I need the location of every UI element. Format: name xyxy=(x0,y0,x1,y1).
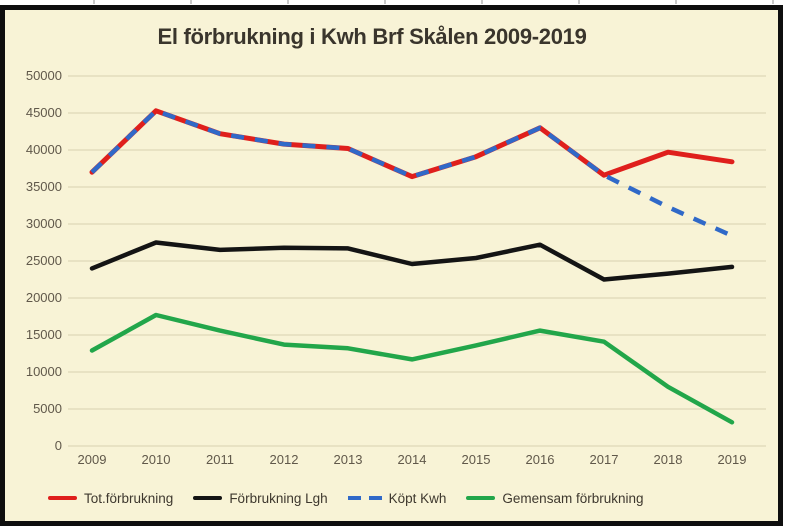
legend-item-f-rbrukning-lgh: Förbrukning Lgh xyxy=(193,490,328,506)
legend-swatch-f-rbrukning-lgh xyxy=(193,496,223,500)
spreadsheet-column-divider xyxy=(675,0,677,4)
y-axis-label: 15000 xyxy=(25,327,62,342)
legend-label: Förbrukning Lgh xyxy=(229,490,328,506)
legend: Tot.förbrukning Förbrukning Lgh Köpt Kwh Ge… xyxy=(48,488,644,508)
legend-label: Köpt Kwh xyxy=(388,490,447,506)
chart-frame xyxy=(0,5,783,526)
x-axis-label: 2015 xyxy=(461,452,491,467)
x-axis-label: 2014 xyxy=(397,452,427,467)
y-axis-label: 10000 xyxy=(25,364,62,379)
legend-label: Tot.förbrukning xyxy=(84,490,174,506)
x-axis-label: 2012 xyxy=(269,452,299,467)
spreadsheet-column-divider xyxy=(578,0,580,4)
x-axis-label: 2011 xyxy=(206,452,234,467)
x-axis-label: 2013 xyxy=(333,452,363,467)
legend-item-k-pt-kwh: Köpt Kwh xyxy=(347,490,447,506)
spreadsheet-top-strip xyxy=(0,0,791,5)
y-axis-label: 35000 xyxy=(25,179,62,194)
y-axis-label: 30000 xyxy=(25,216,62,231)
legend-item-gemensam-f-rbrukning: Gemensam förbrukning xyxy=(466,490,644,506)
x-axis-label: 2009 xyxy=(77,452,107,467)
spreadsheet-column-divider xyxy=(384,0,386,4)
spreadsheet-column-divider xyxy=(190,0,192,4)
y-axis-label: 50000 xyxy=(25,68,62,83)
legend-label: Gemensam förbrukning xyxy=(502,490,644,506)
legend-swatch-k-pt-kwh xyxy=(347,496,382,500)
x-axis-label: 2018 xyxy=(653,452,683,467)
legend-swatch-tot-f-rbrukning xyxy=(48,496,77,500)
y-axis-label: 20000 xyxy=(25,290,62,305)
spreadsheet-column-divider xyxy=(93,0,95,4)
legend-item-tot-f-rbrukning: Tot.förbrukning xyxy=(48,491,173,506)
y-axis-label: 45000 xyxy=(25,105,62,120)
spreadsheet-column-divider xyxy=(772,0,774,4)
x-axis-label: 2019 xyxy=(717,452,747,467)
x-axis-label: 2017 xyxy=(589,452,619,467)
y-axis-label: 25000 xyxy=(25,253,62,268)
y-axis-label: 40000 xyxy=(25,142,62,157)
y-axis-label: 0 xyxy=(54,438,62,453)
legend-swatch-gemensam-f-rbrukning xyxy=(466,496,496,500)
y-axis-label: 5000 xyxy=(33,401,62,416)
x-axis-label: 2016 xyxy=(525,452,555,467)
chart-title: El förbrukning i Kwh Brf Skålen 2009-201… xyxy=(157,24,587,49)
spreadsheet-column-divider xyxy=(481,0,483,4)
spreadsheet-column-divider xyxy=(287,0,289,4)
x-axis-label: 2010 xyxy=(141,452,171,467)
